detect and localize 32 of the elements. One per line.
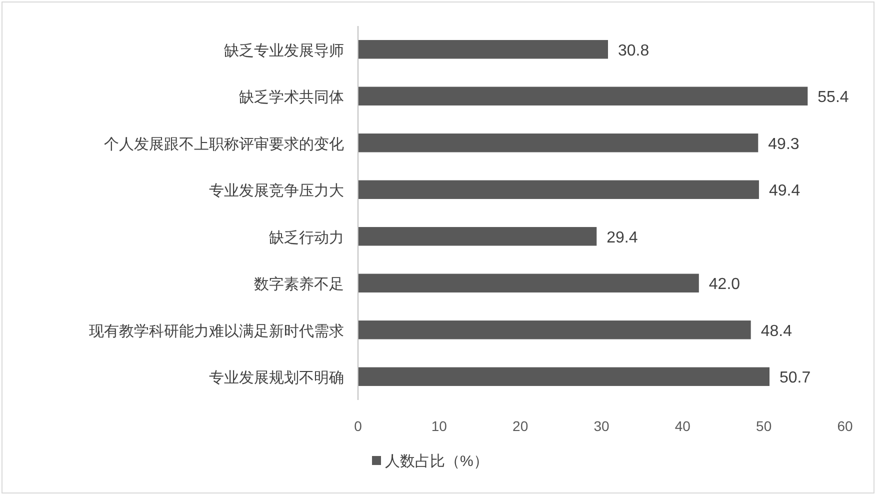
y-tick-label: 专业发展规划不明确 bbox=[209, 370, 344, 387]
data-label: 48.4 bbox=[760, 322, 792, 340]
x-tick-label: 20 bbox=[512, 418, 528, 434]
y-tick-label: 缺乏行动力 bbox=[269, 229, 344, 246]
bar bbox=[358, 40, 608, 59]
x-tick-label: 10 bbox=[431, 418, 448, 434]
data-label: 30.8 bbox=[618, 42, 650, 60]
data-label: 50.7 bbox=[780, 370, 811, 387]
bar bbox=[358, 320, 751, 340]
bar bbox=[358, 367, 770, 386]
x-tick-label: 40 bbox=[674, 418, 691, 434]
bar bbox=[358, 274, 699, 292]
data-label: 55.4 bbox=[818, 89, 849, 106]
data-label: 49.3 bbox=[768, 136, 800, 153]
y-tick-label: 缺乏专业发展导师 bbox=[224, 42, 344, 60]
x-tick-label: 0 bbox=[354, 418, 362, 434]
x-tick-label: 50 bbox=[756, 418, 772, 434]
bar bbox=[358, 180, 759, 199]
y-tick-label: 缺乏学术共同体 bbox=[239, 89, 344, 106]
x-tick-label: 60 bbox=[837, 418, 853, 434]
bar bbox=[358, 134, 758, 152]
data-label: 42.0 bbox=[708, 276, 740, 294]
data-label: 49.4 bbox=[768, 182, 800, 200]
bar bbox=[358, 86, 808, 106]
y-tick-label: 数字素养不足 bbox=[254, 276, 344, 294]
bar bbox=[358, 227, 597, 246]
legend-label: 人数占比（%） bbox=[385, 453, 488, 470]
y-tick-label: 现有教学科研能力难以满足新时代需求 bbox=[89, 322, 344, 340]
y-tick-label: 个人发展跟不上职称评审要求的变化 bbox=[104, 136, 344, 153]
y-tick-label: 专业发展竞争压力大 bbox=[209, 182, 344, 200]
data-label: 29.4 bbox=[606, 229, 638, 246]
x-tick-label: 30 bbox=[594, 418, 610, 434]
